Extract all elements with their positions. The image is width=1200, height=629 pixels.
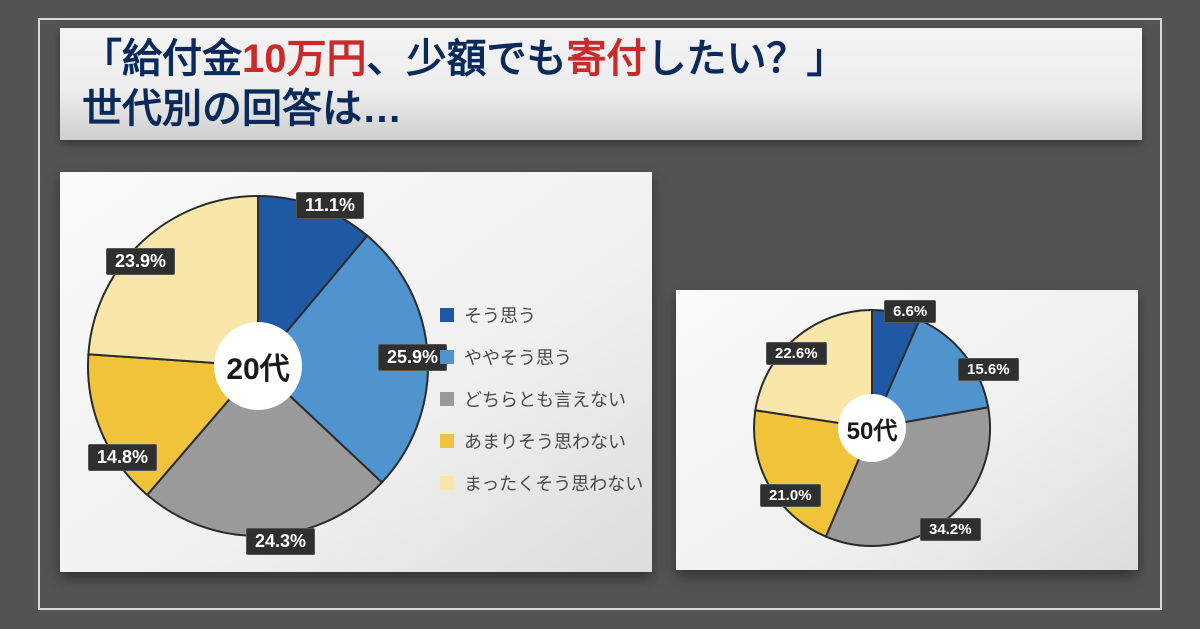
data-label: 11.1% — [296, 192, 364, 219]
legend-item: ややそう思う — [440, 344, 643, 370]
data-label: 25.9% — [378, 344, 447, 371]
legend-label: あまりそう思わない — [464, 428, 626, 454]
legend-label: ややそう思う — [464, 344, 572, 370]
chart-panel-50s: 50代 6.6% 15.6% 34.2% 21.0% 22.6% — [676, 290, 1138, 570]
data-label: 6.6% — [884, 300, 936, 323]
legend-item: あまりそう思わない — [440, 428, 643, 454]
chart-panel-20s: 20代 11.1% 25.9% 24.3% 14.8% 23.9% そう思うややそう思うど… — [60, 172, 652, 572]
legend-swatch — [440, 308, 454, 322]
pie-center-label: 20代 — [214, 322, 302, 410]
data-label: 21.0% — [760, 484, 821, 507]
title-line-2: 世代別の回答は… — [82, 84, 1142, 134]
data-label: 23.9% — [106, 248, 175, 275]
pie-chart-20s: 20代11.1%25.9%24.3%14.8%23.9% — [78, 186, 438, 546]
legend-swatch — [440, 476, 454, 490]
legend-label: そう思う — [464, 302, 536, 328]
legend-swatch — [440, 434, 454, 448]
title-text: したい？」 — [647, 37, 847, 81]
legend-item: どちらとも言えない — [440, 386, 643, 412]
data-label: 24.3% — [246, 528, 315, 555]
pie-center-label: 50代 — [838, 394, 906, 462]
legend-swatch — [440, 350, 454, 364]
title-text: 「給付金 — [82, 37, 242, 81]
data-label: 22.6% — [766, 342, 827, 365]
data-label: 14.8% — [88, 444, 157, 471]
data-label: 15.6% — [958, 358, 1019, 381]
stage: 「給付金10万円、少額でも寄付したい？」 世代別の回答は… 20代 11.1% 25… — [0, 0, 1200, 629]
legend-item: まったくそう思わない — [440, 470, 643, 496]
title-highlight: 寄付 — [567, 37, 647, 81]
legend-label: どちらとも言えない — [464, 386, 626, 412]
title-highlight: 10万円 — [242, 37, 367, 81]
legend: そう思うややそう思うどちらとも言えないあまりそう思わないまったくそう思わない — [440, 302, 643, 496]
legend-item: そう思う — [440, 302, 643, 328]
data-label: 34.2% — [920, 518, 981, 541]
title-text: 、少額でも — [367, 37, 567, 81]
legend-swatch — [440, 392, 454, 406]
title-bar: 「給付金10万円、少額でも寄付したい？」 世代別の回答は… — [60, 28, 1142, 140]
legend-label: まったくそう思わない — [464, 470, 643, 496]
title-line-1: 「給付金10万円、少額でも寄付したい？」 — [82, 34, 1142, 84]
pie-chart-50s: 50代6.6%15.6%34.2%21.0%22.6% — [744, 300, 1000, 556]
